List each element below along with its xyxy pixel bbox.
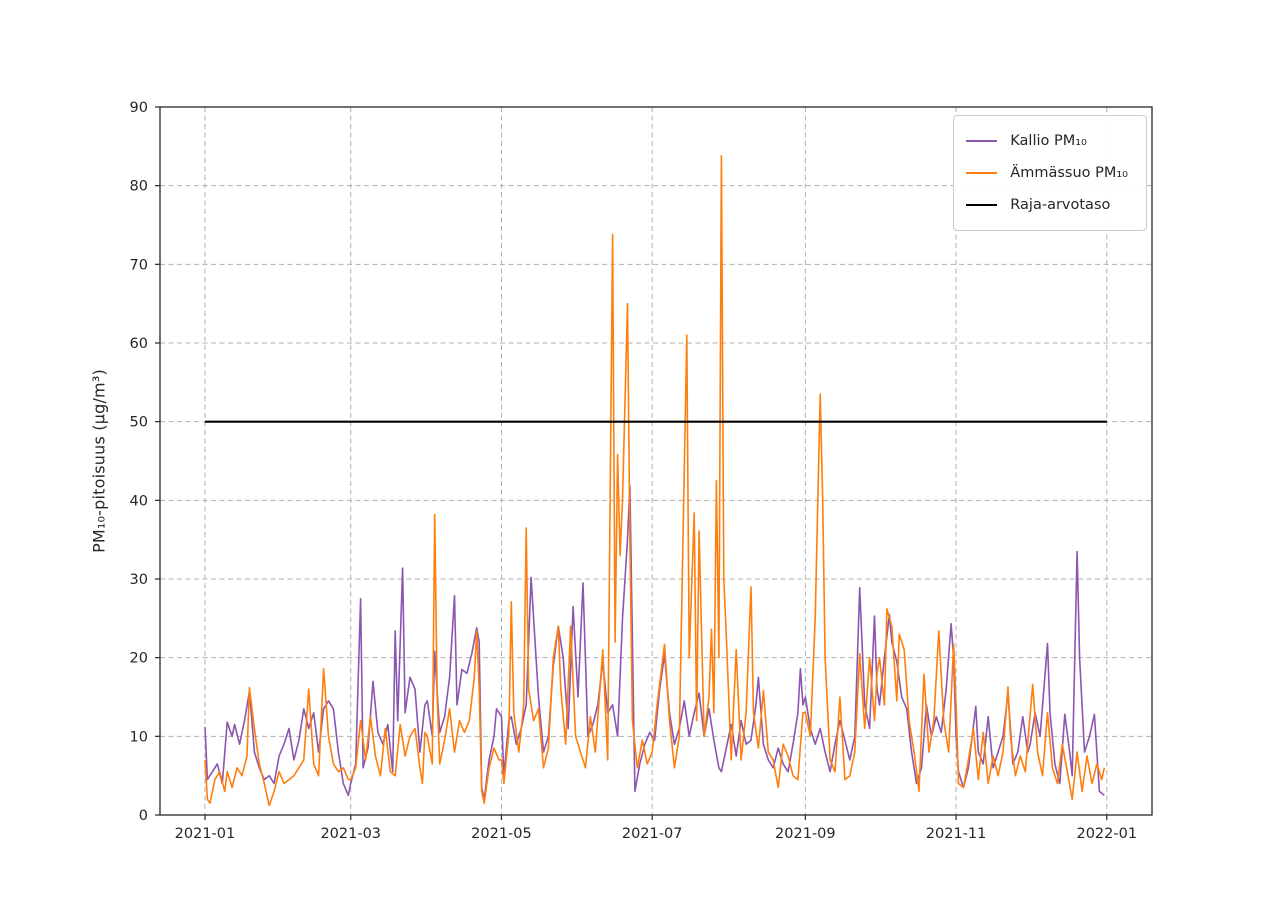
y-tick-label-90: 90: [130, 100, 148, 116]
kallio-line-swatch: [966, 140, 998, 142]
y-tick-label-20: 20: [130, 651, 148, 667]
y-tick-label-10: 10: [130, 729, 148, 745]
x-tick-label-2021-09: 2021-09: [775, 826, 836, 842]
ammassuo-line-swatch: [966, 172, 998, 174]
legend-label-rajaarvo: Raja-arvotaso: [1010, 197, 1111, 213]
y-tick-label-70: 70: [130, 257, 148, 273]
legend-item-ammassuo: Ämmässuo PM₁₀: [966, 157, 1128, 189]
y-tick-label-80: 80: [130, 179, 148, 195]
legend-item-kallio: Kallio PM₁₀: [966, 125, 1128, 157]
axes-and-ticks: 0 10 20 30 40 50 60 70 80 90 2021-01 2021-03 2021-05…: [130, 100, 1153, 842]
series-line-1: [204, 155, 1106, 807]
x-tick-label-2021-01: 2021-01: [175, 826, 236, 842]
data-series: [204, 155, 1107, 807]
x-tick-label-2021-03: 2021-03: [320, 826, 381, 842]
plot-border: [159, 106, 1153, 816]
x-tick-label-2021-11: 2021-11: [926, 826, 987, 842]
y-axis-title-text: PM₁₀-pitoisuus (µg/m³): [89, 369, 109, 553]
y-tick-label-30: 30: [130, 572, 148, 588]
legend: Kallio PM₁₀ Ämmässuo PM₁₀ Raja-arvotaso: [953, 115, 1147, 231]
y-tick-label-50: 50: [130, 415, 148, 431]
x-tick-label-2021-05: 2021-05: [471, 826, 532, 842]
x-tick-label-2022-01: 2022-01: [1076, 826, 1137, 842]
legend-label-kallio: Kallio PM₁₀: [1010, 133, 1087, 149]
y-tick-label-0: 0: [139, 808, 148, 824]
y-tick-label-40: 40: [130, 493, 148, 509]
legend-item-rajaarvo: Raja-arvotaso: [966, 189, 1128, 221]
y-tick-label-60: 60: [130, 336, 148, 352]
legend-label-ammassuo: Ämmässuo PM₁₀: [1010, 165, 1128, 181]
x-tick-label-2021-07: 2021-07: [622, 826, 683, 842]
raja-arvotaso-line-swatch: [966, 204, 998, 206]
